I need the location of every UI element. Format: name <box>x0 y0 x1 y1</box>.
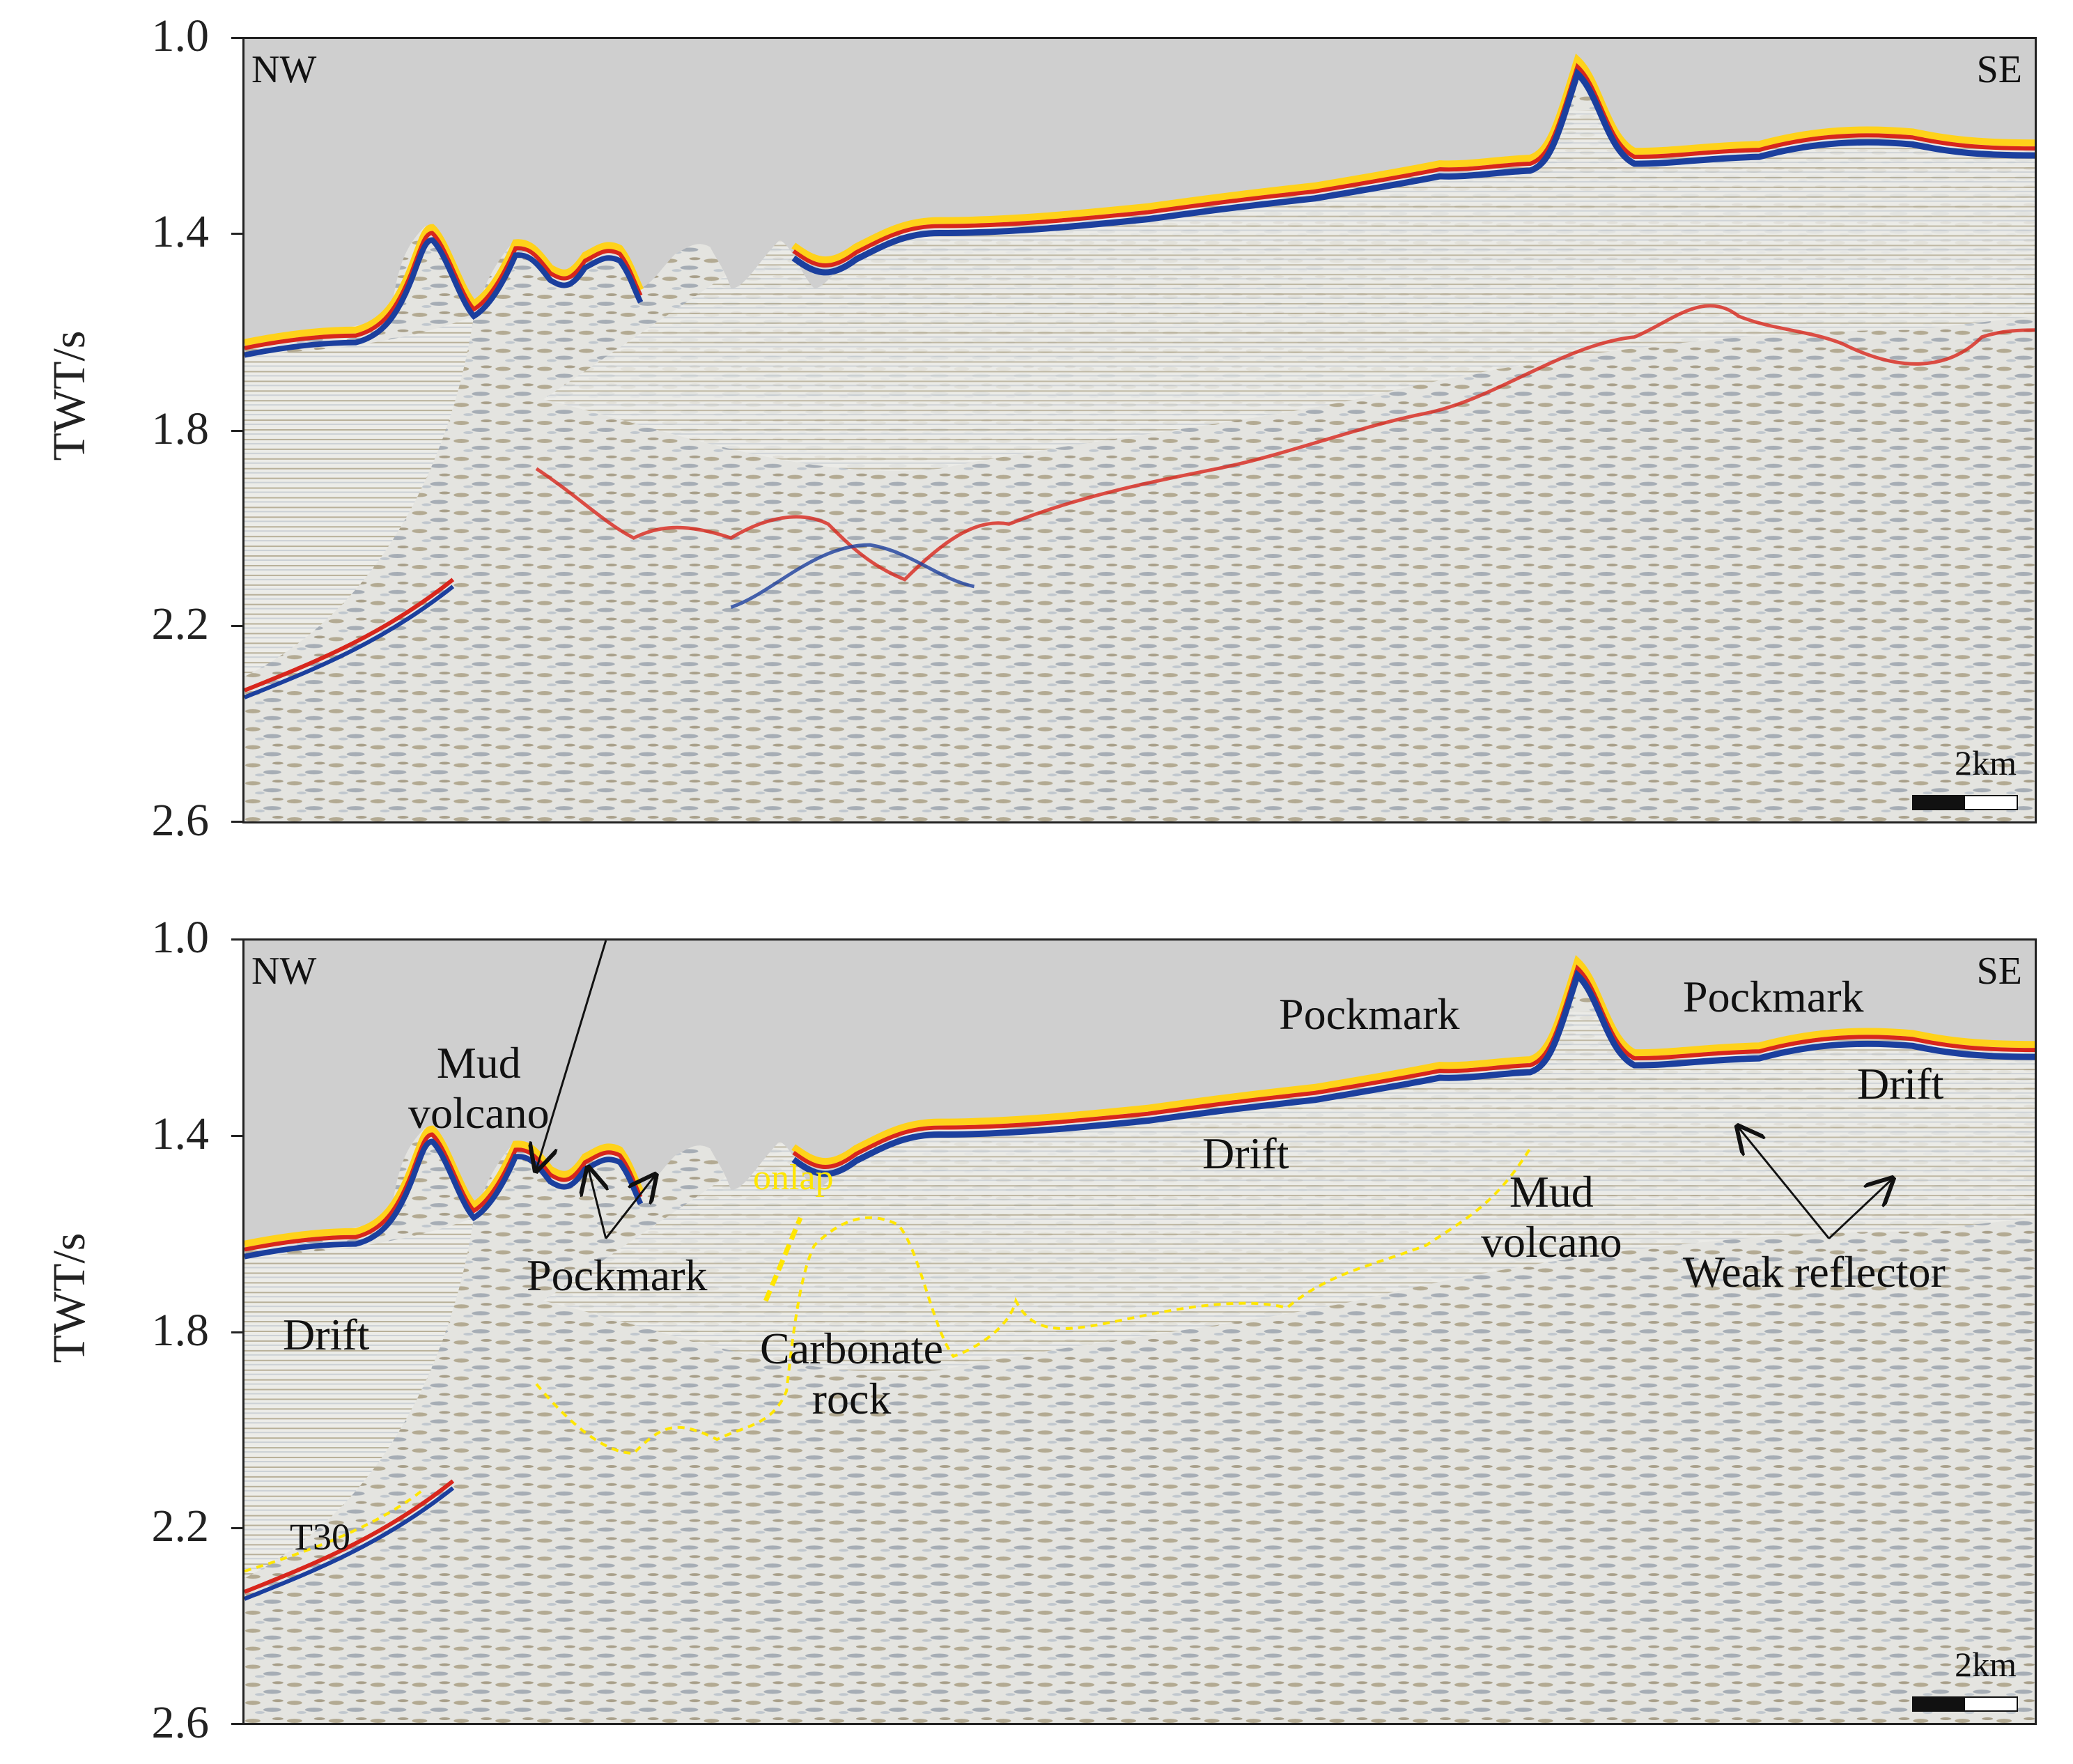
annotation-drift-1: Drift <box>283 1310 370 1359</box>
y-tickmark <box>231 37 242 39</box>
annotation-drift-2: Drift <box>1202 1129 1289 1178</box>
corner-label-se: SE <box>1976 48 2022 91</box>
scale-bar <box>1912 795 2018 810</box>
annotation-mud-volcano-2: Mud volcano <box>1481 1167 1622 1267</box>
y-tick-bottom-3: 1.8 <box>151 1305 210 1356</box>
pockmark-arrow <box>589 1169 606 1239</box>
annotation-drift-3: Drift <box>1857 1059 1944 1108</box>
seismic-image-bottom <box>244 941 2035 1723</box>
y-axis-label-bottom: TWT/s <box>44 1232 95 1363</box>
annotation-t30: T30 <box>290 1516 350 1558</box>
y-tickmark <box>231 1331 242 1333</box>
weak-reflector-arrow <box>1828 1179 1892 1239</box>
carbonate-horizon-line <box>535 1147 1532 1455</box>
y-tick-bottom-5: 2.6 <box>151 1697 210 1748</box>
y-tickmark <box>231 233 242 235</box>
annotation-carbonate-rock: Carbonate rock <box>760 1324 943 1423</box>
annotation-weak-reflector: Weak reflector <box>1683 1247 1946 1297</box>
y-tick-top-1: 1.0 <box>151 10 210 61</box>
annotation-pockmark-1: Pockmark <box>527 1251 708 1300</box>
corner-label-se: SE <box>1976 950 2022 993</box>
y-tick-top-3: 1.8 <box>151 403 210 454</box>
onlap-line <box>763 1216 803 1302</box>
t30-horizon-line <box>244 1487 426 1573</box>
scale-label: 2km <box>1955 743 2017 782</box>
seismic-section-bottom: NW SE Mud volcano Pockmark onlap Drift C… <box>242 938 2037 1725</box>
y-tick-top-4: 2.2 <box>151 598 210 649</box>
y-tickmark <box>231 1723 242 1725</box>
pockmark-arrow <box>605 1176 655 1239</box>
pockmark-arrow <box>536 941 607 1169</box>
seismic-image-top <box>244 39 2035 821</box>
y-tickmark <box>231 1135 242 1137</box>
seismic-section-top: NW SE 2km <box>242 37 2037 823</box>
y-tickmark <box>231 625 242 627</box>
y-tick-bottom-2: 1.4 <box>151 1108 210 1159</box>
y-tickmark <box>231 1527 242 1529</box>
y-tickmark <box>231 938 242 941</box>
corner-label-nw: NW <box>251 950 317 993</box>
y-tick-bottom-1: 1.0 <box>151 912 210 963</box>
y-tickmark <box>231 821 242 823</box>
y-tick-bottom-4: 2.2 <box>151 1501 210 1552</box>
y-tickmark <box>231 430 242 432</box>
annotation-mud-volcano-1: Mud volcano <box>408 1038 550 1138</box>
y-axis-label-top: TWT/s <box>44 330 95 461</box>
annotation-pockmark-3: Pockmark <box>1683 972 1864 1021</box>
y-tick-top-5: 2.6 <box>151 795 210 846</box>
corner-label-nw: NW <box>251 48 317 91</box>
annotation-onlap: onlap <box>753 1158 834 1198</box>
y-tick-top-2: 1.4 <box>151 206 210 257</box>
scale-bar <box>1912 1696 2018 1712</box>
weak-reflector-arrow <box>1739 1128 1830 1239</box>
annotation-pockmark-2: Pockmark <box>1279 989 1460 1039</box>
scale-label: 2km <box>1955 1645 2017 1684</box>
